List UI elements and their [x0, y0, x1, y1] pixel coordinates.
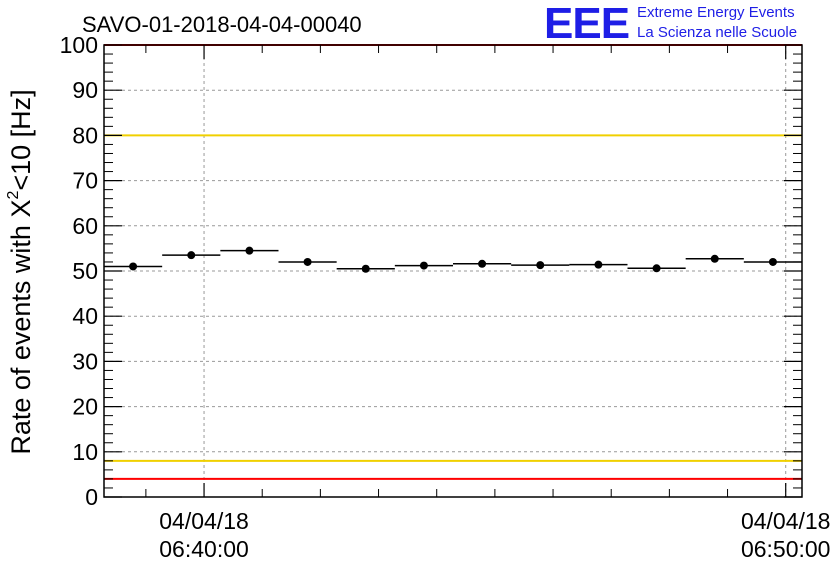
data-point	[768, 257, 777, 266]
y-tick-label: 20	[72, 394, 98, 420]
eee-logo-line1: Extreme Energy Events	[637, 4, 795, 21]
y-axis-label-superscript: 2	[5, 191, 22, 200]
x-tick-label-time: 06:40:00	[159, 536, 249, 562]
data-points	[104, 246, 802, 273]
y-tick-label: 60	[72, 213, 98, 239]
data-point	[652, 264, 661, 273]
y-tick-label: 10	[72, 439, 98, 465]
y-axis-label-suffix: <10 [Hz]	[6, 89, 36, 190]
y-axis-label: Rate of events with X2<10 [Hz]	[5, 89, 36, 454]
y-tick-label: 80	[72, 122, 98, 148]
y-tick-label: 40	[72, 303, 98, 329]
data-point	[303, 257, 312, 266]
data-point	[187, 251, 196, 260]
y-axis: 0 10 20 30 40 50 60 70 80 90 100	[60, 32, 802, 510]
x-tick-label-time: 06:50:00	[741, 536, 831, 562]
y-tick-label: 90	[72, 77, 98, 103]
eee-logo: EEE Extreme Energy Events La Scienza nel…	[544, 0, 834, 48]
y-tick-label: 0	[85, 484, 98, 510]
y-axis-label-prefix: Rate of events with X	[6, 200, 36, 455]
data-point	[361, 264, 370, 273]
grid-lines	[104, 45, 802, 497]
y-tick-label: 100	[60, 32, 98, 58]
eee-logo-line2: La Scienza nelle Scuole	[637, 24, 798, 41]
chart-title: SAVO-01-2018-04-04-00040	[82, 12, 362, 37]
data-point	[710, 254, 719, 263]
data-point	[419, 261, 428, 270]
eee-logo-text: Extreme Energy Events La Scienza nelle S…	[637, 3, 797, 43]
y-tick-label: 70	[72, 168, 98, 194]
x-tick-label-date: 04/04/18	[741, 508, 831, 534]
data-point	[536, 261, 545, 270]
data-point	[129, 262, 138, 271]
data-point	[594, 260, 603, 269]
eee-logo-letters: EEE	[544, 0, 630, 48]
data-point	[245, 246, 254, 255]
x-tick-label-date: 04/04/18	[159, 508, 249, 534]
reference-lines	[104, 44, 802, 480]
data-point	[478, 259, 487, 268]
y-tick-label: 30	[72, 348, 98, 374]
y-tick-label: 50	[72, 258, 98, 284]
